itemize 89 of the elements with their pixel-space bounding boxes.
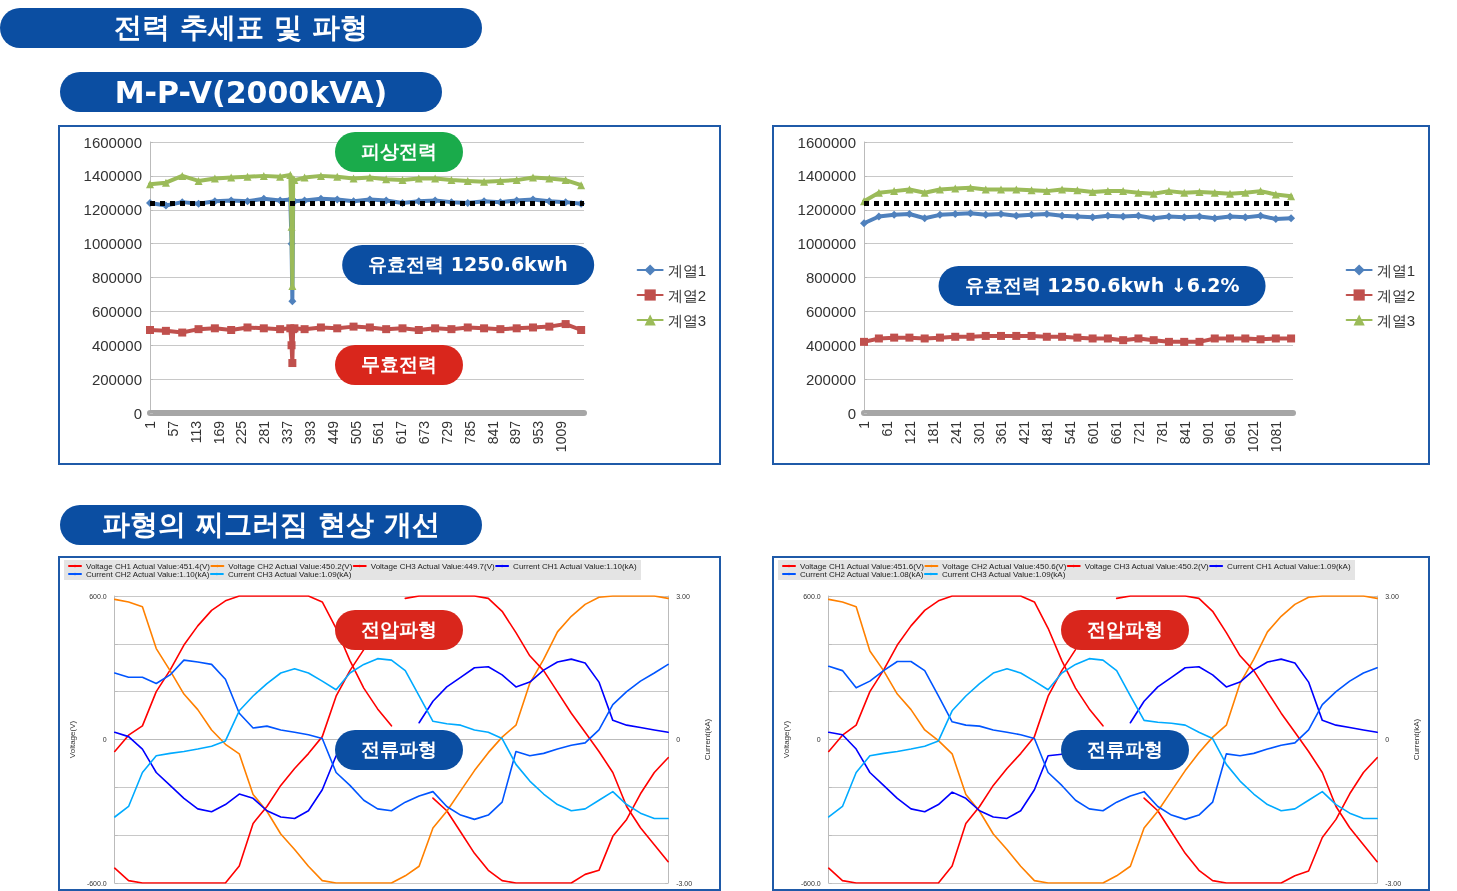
annotation: 무효전력 <box>335 345 463 385</box>
x-tick-label: 1009 <box>553 420 570 453</box>
x-tick-label: 673 <box>416 420 433 445</box>
x-tick-label: 785 <box>461 420 478 445</box>
x-tick-label: 301 <box>970 420 987 445</box>
x-tick-label: 505 <box>347 420 364 445</box>
x-tick-label: 241 <box>947 420 964 445</box>
x-tick-label: 1 <box>142 420 158 429</box>
chart-title: 전력 추세표 및 파형 <box>0 8 482 48</box>
x-tick-label: 169 <box>210 420 227 445</box>
y-axis-title: Voltage(V) <box>781 720 791 759</box>
x-tick-label: 421 <box>1016 420 1033 445</box>
x-tick-label: 721 <box>1130 420 1147 445</box>
annotation: 피상전력 <box>335 132 463 172</box>
x-tick-label: 361 <box>993 420 1010 445</box>
y-tick-label: 800000 <box>805 269 856 286</box>
x-tick-label: 729 <box>438 420 455 445</box>
y-tick-label: 400000 <box>91 336 142 354</box>
legend-label: Voltage CH1 Actual Value:451.4(V) <box>86 561 211 571</box>
y-tick-label: 0 <box>133 404 142 422</box>
x-tick-label: 841 <box>1176 420 1193 445</box>
y-tick-label: 1200000 <box>797 201 856 219</box>
y-tick-label: 1000000 <box>83 235 142 253</box>
annotation: 전류파형 <box>335 730 463 770</box>
x-tick-label: 561 <box>370 420 387 445</box>
annotation: 유효전력 1250.6kwh <box>342 245 594 285</box>
legend-label: 계열2 <box>1376 286 1415 304</box>
y-tick-label: 200000 <box>805 370 856 388</box>
x-tick-label: 281 <box>256 420 273 445</box>
legend-label: 계열2 <box>667 286 706 304</box>
annotation: 전압파형 <box>335 610 463 650</box>
x-tick-label: 1081 <box>1268 420 1285 453</box>
y-tick-label: 1600000 <box>83 133 142 151</box>
x-tick-label: 781 <box>1153 420 1170 445</box>
y-tick-label: 1600000 <box>797 133 856 151</box>
x-tick-label: 897 <box>507 420 524 445</box>
x-tick-label: 225 <box>233 420 250 445</box>
x-tick-label: 661 <box>1107 420 1124 445</box>
x-tick-label: 953 <box>530 420 547 445</box>
x-tick-label: 113 <box>187 420 204 444</box>
y-tick-label: 0 <box>847 404 856 422</box>
x-tick-label: 841 <box>484 420 501 445</box>
annotation: 전압파형 <box>1061 610 1189 650</box>
legend-label: Voltage CH3 Actual Value:450.2(V) <box>1084 561 1210 571</box>
x-tick-label: 449 <box>324 420 341 445</box>
legend-label: 계열3 <box>667 311 706 329</box>
x-tick-label: 541 <box>1062 420 1079 445</box>
x-tick-label: 961 <box>1222 420 1239 445</box>
x-tick-label: 617 <box>393 420 410 445</box>
legend-label: Current CH2 Actual Value:1.08(kA) <box>800 569 924 579</box>
annotation: 유효전력 1250.6kwh ↓6.2% <box>938 266 1266 306</box>
x-tick-label: 901 <box>1199 420 1216 445</box>
x-tick-label: 57 <box>164 420 181 437</box>
chart-title: 파형의 찌그러짐 현상 개선 <box>60 505 482 545</box>
y-tick-label: 200000 <box>91 370 142 388</box>
legend-label: Voltage CH2 Actual Value:450.2(V) <box>228 561 353 571</box>
x-tick-label: 601 <box>1085 420 1101 445</box>
x-tick-label: 337 <box>279 420 296 445</box>
legend-label: 계열3 <box>1376 311 1415 329</box>
legend-label: Current CH3 Actual Value:1.09(kA) <box>941 569 1066 579</box>
x-tick-label: 181 <box>924 420 941 445</box>
x-tick-label: 1021 <box>1245 420 1262 453</box>
legend-label: Current CH2 Actual Value:1.10(kA) <box>86 569 210 579</box>
legend-label: Voltage CH1 Actual Value:451.6(V) <box>800 561 925 571</box>
legend-label: 계열1 <box>1376 261 1415 279</box>
y2-axis-title: Current(kA) <box>702 718 712 761</box>
legend-label: Voltage CH3 Actual Value:449.7(V) <box>370 561 496 571</box>
legend-label: Voltage CH2 Actual Value:450.6(V) <box>942 561 1067 571</box>
y-tick-label: 1400000 <box>83 167 142 185</box>
x-tick-label: 121 <box>901 420 918 445</box>
legend-label: Current CH1 Actual Value:1.09(kA) <box>1227 561 1351 571</box>
y-tick-label: 600000 <box>805 302 856 320</box>
y-tick-label: 400000 <box>805 336 856 354</box>
x-tick-label: 481 <box>1039 420 1056 445</box>
chart-subtitle: M-P-V(2000kVA) <box>60 72 442 112</box>
x-tick-label: 1 <box>856 420 872 429</box>
y-tick-label: 1200000 <box>83 201 142 219</box>
y2-axis-title: Current(kA) <box>1411 718 1421 761</box>
y-axis-title: Voltage(V) <box>67 720 77 759</box>
y-tick-label: 600000 <box>91 302 142 320</box>
x-tick-label: 393 <box>301 420 318 445</box>
legend-label: Current CH3 Actual Value:1.09(kA) <box>227 569 352 579</box>
x-tick-label: 61 <box>878 420 895 437</box>
y-tick-label: 1400000 <box>797 167 856 185</box>
legend-label: Current CH1 Actual Value:1.10(kA) <box>513 561 637 571</box>
y-tick-label: 1000000 <box>797 235 856 253</box>
annotation: 전류파형 <box>1061 730 1189 770</box>
legend-label: 계열1 <box>667 261 706 279</box>
y-tick-label: 800000 <box>91 269 142 286</box>
